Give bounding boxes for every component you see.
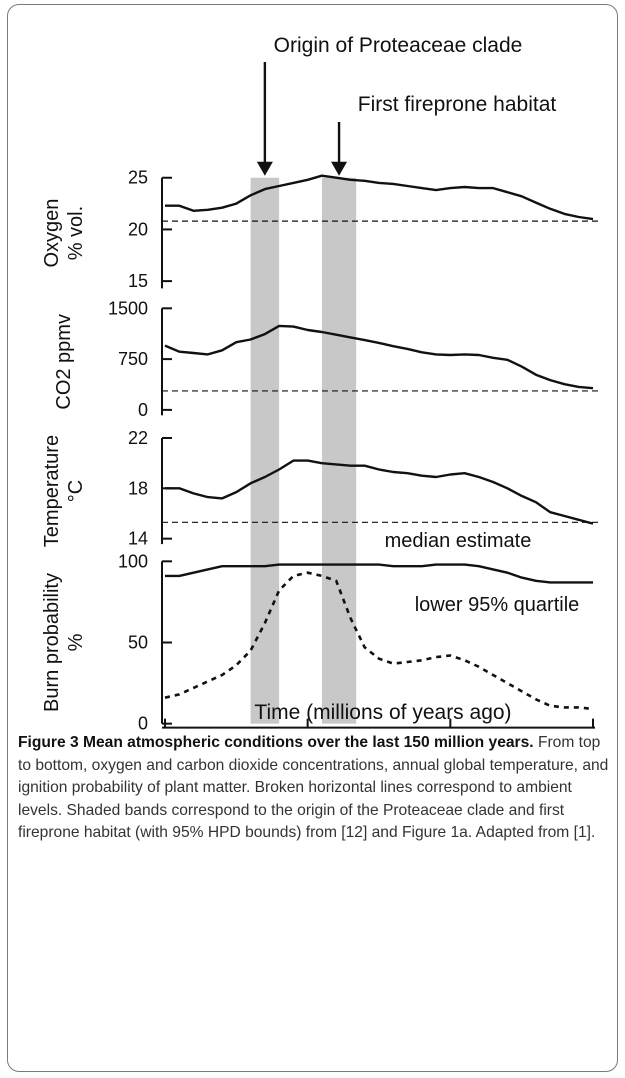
series-oxygen-solid — [165, 174, 594, 221]
y-tick-label-co2-750: 750 — [118, 349, 148, 369]
y-tick-label-oxygen-25: 25 — [128, 168, 148, 188]
y-axis-label-burn_probability: Burn probability% — [41, 573, 87, 712]
y-axis-label-oxygen: Oxygen% vol. — [41, 199, 87, 268]
y-axis-label-temperature: Temperature °C — [41, 435, 87, 547]
x-axis-label: Time (millions of years ago) — [254, 701, 511, 724]
figure-frame — [7, 4, 618, 1072]
y-tick-label-burn_probability-0: 0 — [138, 714, 148, 730]
caption-title: Figure 3 Mean atmospheric conditions ove… — [18, 734, 534, 751]
y-tick-label-co2-0: 0 — [138, 400, 148, 420]
figure-chart: Origin of Proteaceae clade First firepro… — [41, 34, 599, 730]
series-burn_probability-dashed — [164, 571, 594, 711]
series-label-lower-quartile: lower 95% quartile — [415, 594, 580, 616]
annotation-first-fireprone: First fireprone habitat — [358, 93, 557, 116]
y-axis-label-co2: CO2 ppmv — [53, 314, 75, 410]
panel-oxygen: 25 20 15 Oxygen% vol. — [41, 168, 599, 291]
arrow-origin-head — [256, 161, 273, 176]
series-co2-solid — [164, 324, 594, 390]
y-tick-label-burn_probability-100: 100 — [118, 551, 148, 571]
y-tick-label-temperature-18: 18 — [128, 478, 148, 498]
series-label-median: median estimate — [385, 530, 532, 552]
y-tick-label-burn_probability-50: 50 — [128, 632, 148, 652]
series-temperature-solid — [165, 459, 594, 525]
arrow-fireprone-head — [331, 161, 348, 176]
panel-burn_probability: 100 50 0 Burn probability % median estimate lo… — [41, 530, 595, 730]
figure-caption: Figure 3 Mean atmospheric conditions ove… — [18, 732, 610, 845]
y-tick-label-oxygen-20: 20 — [128, 219, 148, 239]
panel-temperature: 22 18 14 Temperature °C — [41, 428, 599, 549]
caption-body: From top to bottom, oxygen and carbon di… — [18, 734, 609, 841]
y-tick-label-temperature-14: 14 — [128, 529, 148, 549]
shaded-band-2 — [321, 177, 357, 724]
series-burn_probability-solid — [165, 563, 593, 584]
y-tick-label-temperature-22: 22 — [128, 428, 148, 448]
shaded-band-1 — [250, 177, 280, 724]
annotation-origin-proteaceae: Origin of Proteaceae clade — [274, 34, 523, 57]
panel-co2: 1500 750 0 CO2 ppmv — [53, 298, 599, 420]
y-tick-label-oxygen-15: 15 — [128, 271, 148, 291]
y-tick-label-co2-1500: 1500 — [108, 298, 148, 318]
